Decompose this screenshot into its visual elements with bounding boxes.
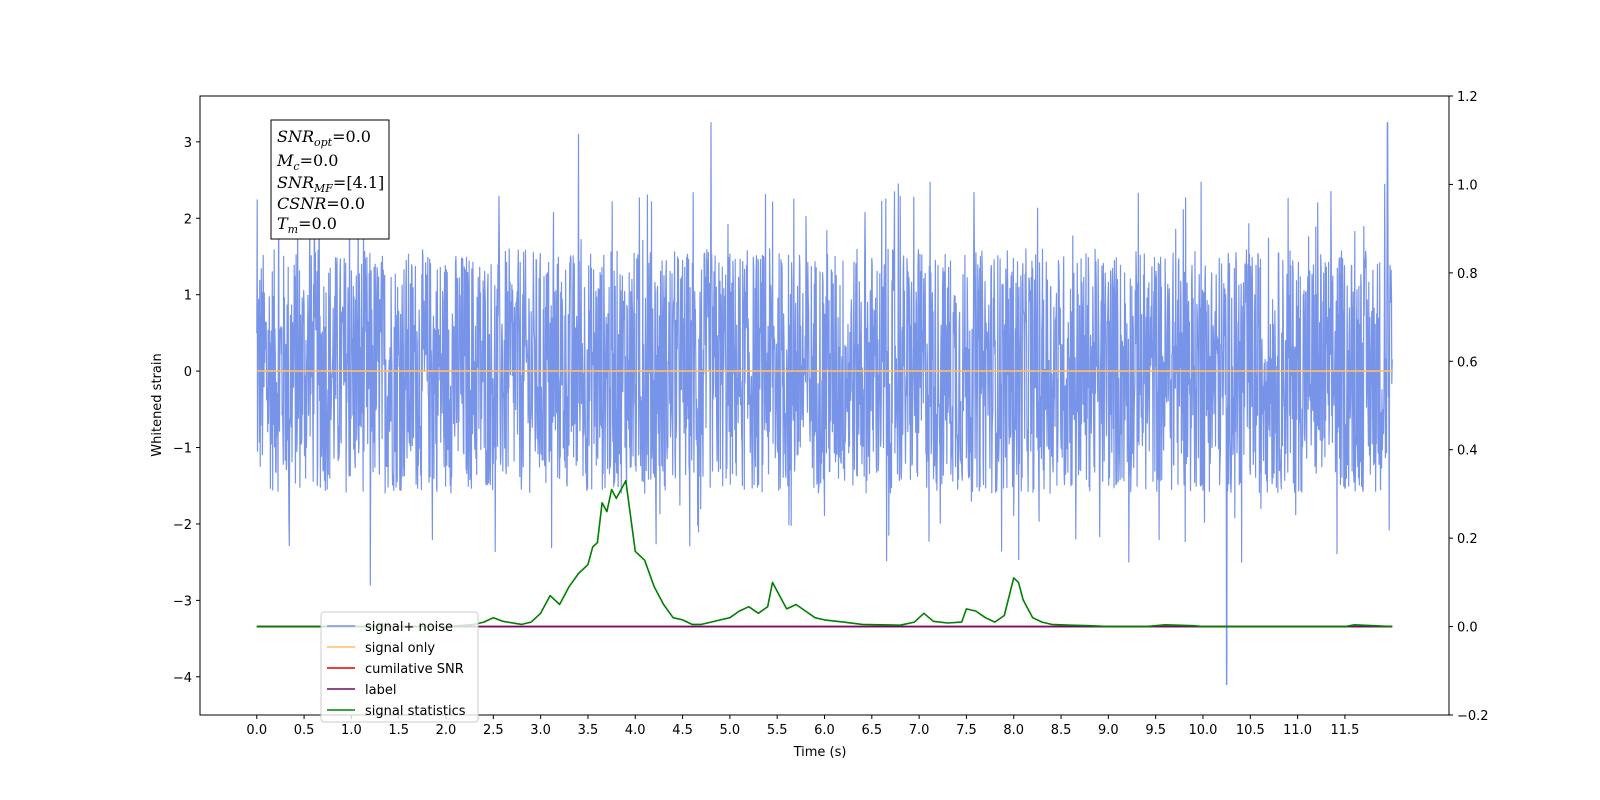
- series-signal-noise: [256, 122, 1393, 685]
- y2-tick-label: 0.8: [1457, 267, 1478, 282]
- y-tick-label: 1: [184, 289, 192, 304]
- info-snr-opt: SNRopt=0.0: [277, 127, 371, 149]
- x-tick-label: 3.5: [578, 723, 599, 738]
- x-tick-label: 11.5: [1330, 723, 1359, 738]
- x-tick-label: 4.5: [672, 723, 693, 738]
- x-tick-label: 6.0: [814, 723, 835, 738]
- y-tick-label: 3: [184, 136, 192, 151]
- x-tick-label: 10.5: [1236, 723, 1265, 738]
- y-tick-label: 2: [184, 212, 192, 227]
- x-tick-label: 7.5: [956, 723, 977, 738]
- y2-tick-label: 1.2: [1457, 90, 1478, 105]
- x-tick-label: 10.0: [1189, 723, 1218, 738]
- y2-tick-label: 0.4: [1457, 444, 1478, 459]
- x-tick-label: 0.0: [246, 723, 267, 738]
- x-axis-label: Time (s): [793, 745, 847, 760]
- y-tick-label: −1: [173, 442, 192, 457]
- y-axis-right: 1.2 1.0 0.8 0.6 0.4 0.2 0.0 −0.2: [1449, 90, 1489, 724]
- info-snr-mf: SNRMF=[4.1]: [277, 173, 384, 195]
- legend-frame: [320, 611, 479, 723]
- x-tick-label: 2.0: [436, 723, 457, 738]
- series-signal-statistics: [256, 479, 1393, 628]
- x-tick-label: 4.0: [625, 723, 646, 738]
- legend-label-cumulative-snr: cumilative SNR: [365, 662, 464, 677]
- x-tick-label: 11.0: [1283, 723, 1312, 738]
- x-tick-label: 5.5: [767, 723, 788, 738]
- x-tick-label: 8.5: [1051, 723, 1072, 738]
- x-tick-label: 8.0: [1003, 723, 1024, 738]
- legend: signal+ noise signal only cumilative SNR…: [320, 611, 479, 723]
- y-tick-label: −2: [173, 518, 192, 533]
- x-tick-label: 9.5: [1145, 723, 1166, 738]
- x-axis: 0.0 0.5 1.0 1.5 2.0 2.5 3.0 3.5 4.0 4.5 5.0 5.5 6.0 6…: [246, 715, 1359, 738]
- info-box-frame: [270, 119, 390, 240]
- info-box: SNRopt=0.0 Mc=0.0 SNRMF=[4.1] CSNR=0.0 T…: [270, 119, 390, 240]
- y-axis-left: 3 2 1 0 −1 −2 −3 −4: [173, 136, 200, 686]
- y-tick-label: −3: [173, 594, 192, 609]
- y2-tick-label: −0.2: [1457, 709, 1489, 724]
- y2-tick-label: 0.6: [1457, 355, 1478, 370]
- x-tick-label: 9.0: [1098, 723, 1119, 738]
- x-tick-label: 5.0: [720, 723, 741, 738]
- x-tick-label: 2.5: [483, 723, 504, 738]
- y-tick-label: −4: [173, 671, 192, 686]
- x-tick-label: 1.0: [341, 723, 362, 738]
- x-tick-label: 6.5: [861, 723, 882, 738]
- y2-tick-label: 0.2: [1457, 532, 1478, 547]
- x-tick-label: 7.0: [909, 723, 930, 738]
- info-mc: Mc=0.0: [276, 151, 338, 173]
- x-tick-label: 3.0: [530, 723, 551, 738]
- info-tm: Tm=0.0: [277, 214, 337, 236]
- y2-tick-label: 1.0: [1457, 178, 1478, 193]
- legend-label-signal-statistics: signal statistics: [365, 704, 466, 719]
- legend-label-signal-noise: signal+ noise: [365, 620, 453, 635]
- y-tick-label: 0: [184, 365, 192, 380]
- y2-tick-label: 0.0: [1457, 621, 1478, 636]
- signal-noise-series: [256, 122, 1393, 685]
- x-tick-label: 1.5: [388, 723, 409, 738]
- legend-label-label: label: [365, 683, 396, 698]
- y-axis-label: Whitened strain: [150, 353, 165, 456]
- info-csnr: CSNR=0.0: [277, 194, 365, 213]
- legend-label-signal-only: signal only: [365, 641, 435, 656]
- x-tick-label: 0.5: [294, 723, 315, 738]
